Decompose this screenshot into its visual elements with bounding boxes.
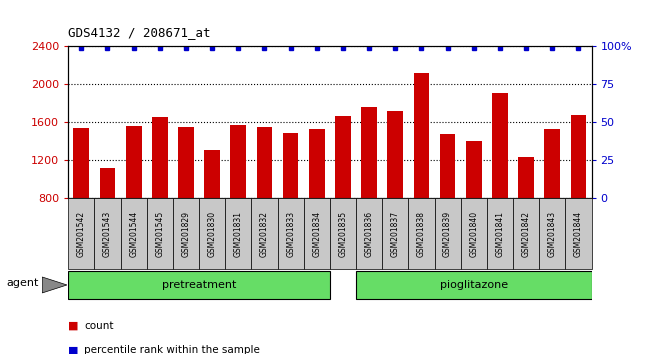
Text: GSM201835: GSM201835: [339, 211, 348, 257]
Bar: [152, 118, 168, 198]
Bar: [252, 198, 278, 269]
Text: agent: agent: [6, 278, 39, 289]
Text: GSM201837: GSM201837: [391, 211, 400, 257]
Bar: [566, 198, 592, 269]
Text: ■: ■: [68, 346, 79, 354]
Text: GSM201829: GSM201829: [181, 211, 190, 257]
Bar: [68, 271, 330, 299]
Bar: [199, 198, 225, 269]
Bar: [571, 115, 586, 198]
Bar: [356, 271, 592, 299]
Bar: [382, 198, 408, 269]
Text: GSM201831: GSM201831: [234, 211, 243, 257]
Bar: [435, 198, 461, 269]
Bar: [440, 133, 456, 198]
Bar: [408, 198, 435, 269]
Text: GSM201542: GSM201542: [77, 211, 86, 257]
Text: GDS4132 / 208671_at: GDS4132 / 208671_at: [68, 26, 211, 39]
Bar: [487, 198, 513, 269]
Text: GSM201543: GSM201543: [103, 211, 112, 257]
Text: GSM201839: GSM201839: [443, 211, 452, 257]
Bar: [356, 198, 382, 269]
Text: percentile rank within the sample: percentile rank within the sample: [84, 346, 261, 354]
Text: GSM201843: GSM201843: [548, 211, 557, 257]
Bar: [539, 198, 566, 269]
Bar: [126, 126, 142, 198]
Bar: [304, 198, 330, 269]
Bar: [99, 168, 115, 198]
Bar: [513, 198, 540, 269]
Bar: [257, 127, 272, 198]
Text: pretreatment: pretreatment: [162, 280, 236, 290]
Bar: [178, 127, 194, 198]
Text: GSM201834: GSM201834: [312, 211, 321, 257]
Bar: [387, 111, 403, 198]
Text: GSM201836: GSM201836: [365, 211, 374, 257]
Text: GSM201833: GSM201833: [286, 211, 295, 257]
Bar: [335, 116, 351, 198]
Bar: [492, 93, 508, 198]
Text: ■: ■: [68, 321, 79, 331]
Text: pioglitazone: pioglitazone: [439, 280, 508, 290]
Bar: [361, 107, 377, 198]
Text: GSM201832: GSM201832: [260, 211, 269, 257]
Bar: [226, 198, 252, 269]
Bar: [121, 198, 147, 269]
Bar: [545, 129, 560, 198]
Bar: [204, 150, 220, 198]
Text: count: count: [84, 321, 114, 331]
Text: GSM201842: GSM201842: [521, 211, 530, 257]
Bar: [330, 198, 356, 269]
Bar: [173, 198, 199, 269]
Bar: [309, 129, 324, 198]
Text: GSM201545: GSM201545: [155, 211, 164, 257]
Bar: [278, 198, 304, 269]
Bar: [461, 198, 487, 269]
Bar: [283, 133, 298, 198]
Bar: [94, 198, 120, 269]
Text: GSM201544: GSM201544: [129, 211, 138, 257]
Bar: [413, 73, 429, 198]
Bar: [73, 128, 89, 198]
Text: GSM201844: GSM201844: [574, 211, 583, 257]
Bar: [231, 125, 246, 198]
Text: GSM201830: GSM201830: [207, 211, 216, 257]
Bar: [518, 157, 534, 198]
Text: GSM201840: GSM201840: [469, 211, 478, 257]
Bar: [147, 198, 173, 269]
Polygon shape: [42, 277, 67, 293]
Text: GSM201838: GSM201838: [417, 211, 426, 257]
Bar: [68, 198, 94, 269]
Text: GSM201841: GSM201841: [495, 211, 504, 257]
Bar: [466, 141, 482, 198]
